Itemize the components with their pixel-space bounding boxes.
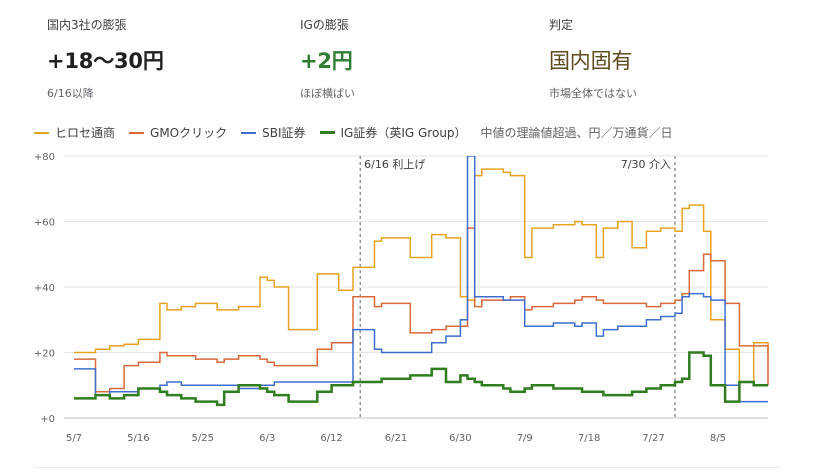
y-tick-label: +20 — [34, 349, 55, 360]
x-tick-label: 6/30 — [449, 433, 471, 444]
series-line-3 — [74, 351, 768, 407]
legend-item: SBI証券 — [241, 124, 306, 141]
legend-label: GMOクリック — [150, 126, 228, 140]
kpi-card-domain: 国内3社の膨張 +18〜30円 6/16以降 — [47, 16, 164, 101]
legend-label: ヒロセ通商 — [55, 126, 116, 140]
legend-note: 中値の理論値超過、円／万通貨／日 — [480, 126, 673, 140]
x-tick-label: 7/9 — [517, 433, 533, 444]
kpi-value: 国内固有 — [549, 49, 633, 73]
x-tick-label: 6/12 — [320, 433, 342, 444]
x-tick-label: 8/5 — [710, 433, 726, 444]
kpi-value: +18〜30円 — [47, 49, 164, 73]
x-tick-label: 5/16 — [127, 433, 149, 444]
legend-item: IG証券（英IG Group） — [319, 124, 467, 141]
y-tick-label: +0 — [40, 414, 55, 425]
x-tick-label: 5/25 — [192, 433, 214, 444]
event-marker-label: 6/16 利上げ — [364, 158, 425, 171]
y-tick-label: +60 — [34, 218, 55, 229]
event-marker-label: 7/30 介入 — [621, 158, 671, 171]
legend-item: ヒロセ通商 — [34, 124, 115, 141]
divider — [34, 467, 780, 468]
series-line-0 — [74, 168, 769, 383]
x-tick-label: 5/7 — [66, 433, 82, 444]
series-line-2 — [74, 156, 768, 403]
legend-label: SBI証券 — [262, 126, 306, 140]
legend-swatch — [319, 131, 335, 134]
x-tick-label: 7/27 — [642, 433, 664, 444]
kpi-value: +2円 — [300, 49, 353, 73]
kpi-label: 国内3社の膨張 — [47, 18, 127, 32]
legend-item: GMOクリック — [129, 124, 227, 141]
legend-swatch — [129, 131, 145, 134]
kpi-card-ig: IGの膨張 +2円 ほぼ横ばい — [300, 16, 355, 101]
legend-swatch — [241, 131, 257, 134]
kpi-sub: ほぼ横ばい — [300, 87, 355, 100]
kpi-card-verdict: 判定 国内固有 市場全体ではない — [549, 16, 637, 101]
x-tick-label: 6/21 — [385, 433, 407, 444]
kpi-sub: 6/16以降 — [47, 87, 94, 100]
x-tick-label: 7/18 — [578, 433, 600, 444]
x-tick-label: 6/3 — [259, 433, 275, 444]
kpi-label: IGの膨張 — [300, 18, 349, 32]
kpi-label: 判定 — [549, 18, 574, 32]
legend-swatch — [34, 131, 49, 134]
legend-label: IG証券（英IG Group） — [340, 126, 467, 140]
y-tick-label: +40 — [34, 283, 55, 294]
y-tick-label: +80 — [34, 152, 55, 163]
kpi-sub: 市場全体ではない — [549, 87, 637, 100]
chart-legend: ヒロセ通商 GMOクリック SBI証券 IG証券（英IG Group） 中値の理論値超過… — [34, 124, 673, 141]
